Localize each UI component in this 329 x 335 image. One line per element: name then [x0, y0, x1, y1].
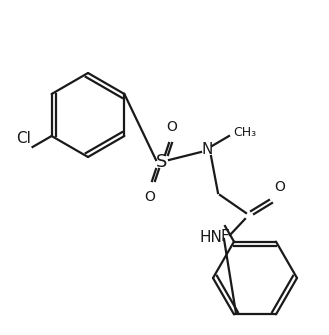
Text: HN: HN — [199, 230, 222, 246]
Text: O: O — [274, 180, 285, 194]
Text: CH₃: CH₃ — [233, 126, 256, 138]
Text: Cl: Cl — [16, 131, 31, 146]
Text: F: F — [221, 229, 229, 244]
Text: O: O — [144, 190, 155, 204]
Text: N: N — [201, 142, 213, 157]
Text: O: O — [166, 120, 177, 134]
Text: S: S — [156, 153, 168, 171]
